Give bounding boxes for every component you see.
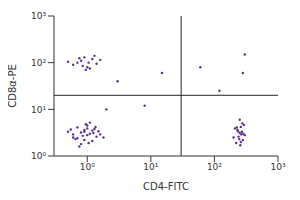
svg-text:10³: 10³ [31,11,46,21]
svg-text:10²: 10² [207,162,222,172]
svg-text:10¹: 10¹ [143,162,158,172]
svg-text:10³: 10³ [270,162,285,172]
svg-text:10⁰: 10⁰ [80,162,95,172]
svg-text:10¹: 10¹ [31,105,46,115]
svg-text:10⁰: 10⁰ [31,151,46,161]
svg-text:10²: 10² [31,58,46,68]
svg-text:CD8α-PE: CD8α-PE [8,64,18,108]
svg-text:CD4-FITC: CD4-FITC [143,181,189,192]
